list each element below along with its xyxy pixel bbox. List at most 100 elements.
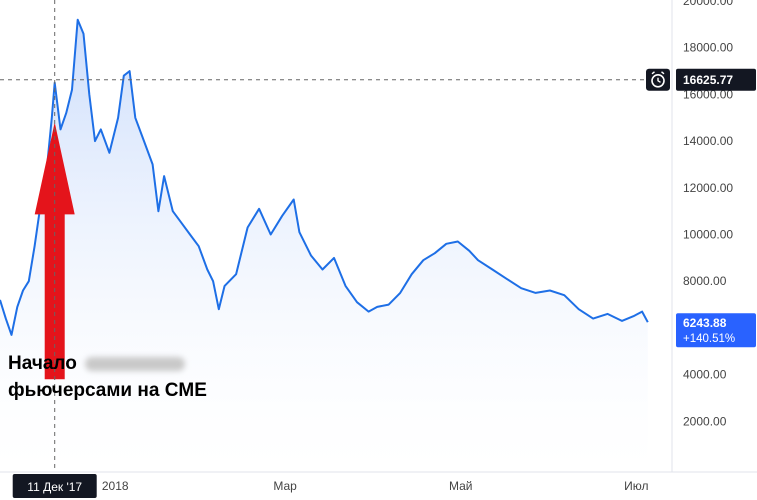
- price-point[interactable]: [86, 91, 92, 97]
- price-point[interactable]: [81, 31, 87, 37]
- y-tick-label: 18000.00: [683, 41, 733, 55]
- crosshair-price-label: 16625.77: [683, 73, 733, 87]
- price-point[interactable]: [645, 319, 651, 325]
- price-point[interactable]: [432, 250, 438, 256]
- price-point[interactable]: [49, 115, 55, 121]
- price-point[interactable]: [63, 110, 69, 116]
- price-point[interactable]: [561, 292, 567, 298]
- y-tick-label: 12000.00: [683, 181, 733, 195]
- y-tick-label: 10000.00: [683, 228, 733, 242]
- alarm-icon-face: [651, 73, 665, 88]
- price-point[interactable]: [233, 271, 239, 277]
- price-point[interactable]: [204, 267, 210, 273]
- y-tick-label: 2000.00: [683, 414, 727, 428]
- price-point[interactable]: [14, 304, 20, 310]
- price-point[interactable]: [106, 150, 112, 156]
- price-point[interactable]: [466, 248, 472, 254]
- price-point[interactable]: [504, 276, 510, 282]
- y-tick-label: 14000.00: [683, 134, 733, 148]
- price-line: [0, 18, 649, 336]
- annotation-line-1: Начало: [8, 353, 77, 374]
- price-point[interactable]: [518, 285, 524, 291]
- price-point[interactable]: [216, 306, 222, 312]
- price-point[interactable]: [291, 197, 297, 203]
- price-point[interactable]: [475, 257, 481, 263]
- price-point[interactable]: [268, 232, 274, 238]
- price-point[interactable]: [245, 225, 251, 231]
- price-point[interactable]: [20, 288, 26, 294]
- price-point[interactable]: [547, 288, 553, 294]
- price-point[interactable]: [619, 318, 625, 324]
- price-point[interactable]: [98, 126, 104, 132]
- price-point[interactable]: [420, 257, 426, 263]
- price-point[interactable]: [170, 208, 176, 214]
- price-point[interactable]: [222, 283, 228, 289]
- price-point[interactable]: [155, 208, 161, 214]
- annotation-text: Начало фьючерсами на CME: [8, 350, 207, 404]
- price-point[interactable]: [69, 87, 75, 93]
- alarm-icon-hands: [657, 77, 661, 83]
- price-point[interactable]: [605, 311, 611, 317]
- price-point[interactable]: [32, 243, 38, 249]
- price-point[interactable]: [489, 267, 495, 273]
- price-point[interactable]: [279, 213, 285, 219]
- alarm-clock-icon[interactable]: [646, 68, 670, 91]
- x-tick-label: 2018: [102, 479, 129, 493]
- price-point[interactable]: [630, 313, 636, 319]
- last-price-label-bg: [676, 313, 756, 348]
- crosshair-date-label: 11 Дек '17: [27, 480, 82, 494]
- price-point[interactable]: [0, 297, 3, 303]
- price-point[interactable]: [576, 306, 582, 312]
- x-tick-label: Май: [449, 479, 473, 493]
- price-point[interactable]: [590, 316, 596, 322]
- price-point[interactable]: [374, 304, 380, 310]
- price-point[interactable]: [75, 17, 81, 23]
- price-point[interactable]: [256, 206, 262, 212]
- last-price-change: +140.51%: [683, 333, 735, 345]
- price-point[interactable]: [58, 126, 64, 132]
- y-tick-label: 4000.00: [683, 368, 727, 382]
- price-point[interactable]: [92, 138, 98, 144]
- y-tick-label: 8000.00: [683, 274, 727, 288]
- alarm-icon-bells: [651, 71, 665, 75]
- price-point[interactable]: [132, 115, 138, 121]
- price-point[interactable]: [308, 253, 314, 259]
- price-point[interactable]: [397, 290, 403, 296]
- price-point[interactable]: [141, 138, 147, 144]
- price-point[interactable]: [178, 220, 184, 226]
- price-point[interactable]: [455, 239, 461, 245]
- last-price-value: 6243.88: [683, 316, 727, 330]
- x-tick-label: Июл: [624, 479, 648, 493]
- price-point[interactable]: [343, 283, 349, 289]
- blurred-word: [84, 356, 185, 371]
- price-point[interactable]: [9, 332, 15, 338]
- price-point[interactable]: [533, 290, 539, 296]
- price-point[interactable]: [196, 243, 202, 249]
- y-tick-label: 20000.00: [683, 0, 733, 8]
- price-point[interactable]: [3, 316, 9, 322]
- price-point[interactable]: [320, 267, 326, 273]
- price-point[interactable]: [354, 299, 360, 305]
- price-point[interactable]: [296, 229, 302, 235]
- price-point[interactable]: [409, 271, 415, 277]
- price-point[interactable]: [161, 173, 167, 179]
- price-point[interactable]: [187, 232, 193, 238]
- price-point[interactable]: [639, 309, 645, 315]
- price-point[interactable]: [115, 115, 121, 121]
- price-point[interactable]: [210, 278, 216, 284]
- crosshair-date-label-bg: [12, 474, 97, 498]
- area-fill: [0, 19, 648, 472]
- price-point[interactable]: [443, 241, 449, 247]
- price-point[interactable]: [121, 73, 127, 79]
- price-point[interactable]: [331, 255, 337, 261]
- price-point[interactable]: [366, 309, 372, 315]
- x-tick-label: Мар: [273, 479, 297, 493]
- annotation-line-2: фьючерсами на CME: [8, 380, 207, 401]
- y-tick-label: 16000.00: [683, 87, 733, 101]
- price-point[interactable]: [26, 278, 32, 284]
- price-point[interactable]: [386, 302, 392, 308]
- price-point[interactable]: [127, 68, 133, 74]
- price-point[interactable]: [150, 161, 156, 167]
